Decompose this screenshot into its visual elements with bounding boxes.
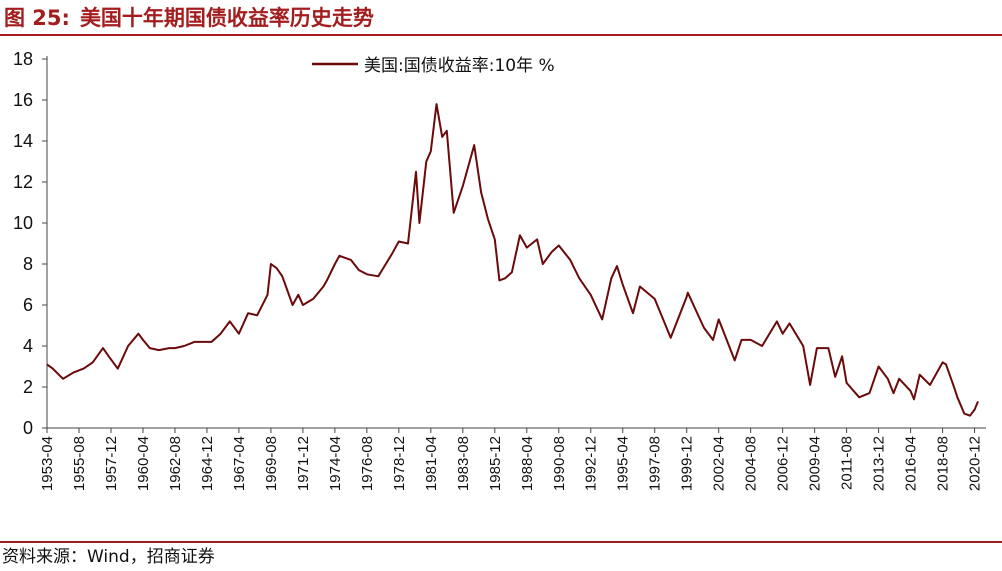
figure-title: 图 25: 美国十年期国债收益率历史走势 (4, 3, 374, 33)
series-group (46, 103, 979, 417)
x-tick-label: 2006-12 (775, 436, 792, 491)
x-tick-label: 2009-04 (807, 436, 824, 491)
x-tick-label: 1985-12 (487, 436, 504, 491)
x-tick-label: 1967-04 (231, 436, 248, 491)
x-tick-label: 2011-08 (839, 436, 856, 490)
top-rule (0, 34, 1002, 36)
y-tick-labels: 0 2 4 6 8 10 12 14 16 18 (13, 49, 47, 438)
line-chart: 0 2 4 6 8 10 12 14 16 18 1953-04 1955-08 1957-12 196… (13, 49, 986, 491)
x-tick-label: 1960-04 (135, 436, 152, 491)
legend: 美国:国债收益率:10年 % (312, 56, 555, 76)
x-tick-label: 1955-08 (71, 436, 88, 491)
x-tick-label: 1999-12 (679, 436, 696, 491)
x-tick-label: 1976-08 (359, 436, 376, 491)
y-tick-label: 0 (23, 418, 33, 438)
source-note: 资料来源：Wind，招商证券 (2, 547, 215, 567)
figure-title-text: 美国十年期国债收益率历史走势 (79, 6, 374, 30)
x-tick-labels: 1953-04 1955-08 1957-12 1960-04 1962-08 1964-… (39, 428, 984, 491)
x-tick-label: 1964-12 (199, 436, 216, 491)
y-tick-label: 16 (13, 90, 33, 110)
y-tick-label: 12 (13, 172, 33, 192)
y-tick-label: 4 (23, 336, 33, 356)
x-tick-label: 2002-04 (711, 436, 728, 491)
x-tick-label: 1974-04 (327, 436, 344, 491)
x-tick-label: 1997-08 (647, 436, 664, 491)
y-tick-label: 18 (13, 49, 33, 69)
y-tick-label: 8 (23, 254, 33, 274)
x-tick-label: 1953-04 (39, 436, 56, 491)
figure-number: 图 25: (4, 6, 70, 30)
x-tick-label: 1983-08 (455, 436, 472, 491)
x-tick-label: 1969-08 (263, 436, 280, 491)
x-tick-label: 1981-04 (423, 436, 440, 491)
x-tick-label: 1988-04 (519, 436, 536, 491)
series-line-us-10y-yield (46, 103, 979, 417)
x-tick-label: 1995-04 (615, 436, 632, 491)
x-tick-label: 1957-12 (103, 436, 120, 491)
y-tick-label: 6 (23, 295, 33, 315)
y-tick-label: 10 (13, 213, 33, 233)
x-tick-label: 2020-12 (967, 436, 984, 491)
x-tick-label: 1992-12 (583, 436, 600, 491)
legend-label: 美国:国债收益率:10年 % (364, 56, 555, 76)
x-tick-label: 2016-04 (903, 436, 920, 491)
y-tick-label: 14 (13, 131, 33, 151)
x-tick-label: 2004-08 (743, 436, 760, 491)
x-tick-label: 1971-12 (295, 436, 312, 491)
bottom-rule (0, 541, 1002, 543)
x-tick-label: 2018-08 (935, 436, 952, 491)
x-tick-label: 1978-12 (391, 436, 408, 491)
x-tick-label: 1990-08 (551, 436, 568, 491)
x-tick-label: 1962-08 (167, 436, 184, 491)
y-tick-label: 2 (23, 377, 33, 397)
x-tick-label: 2013-12 (871, 436, 888, 491)
